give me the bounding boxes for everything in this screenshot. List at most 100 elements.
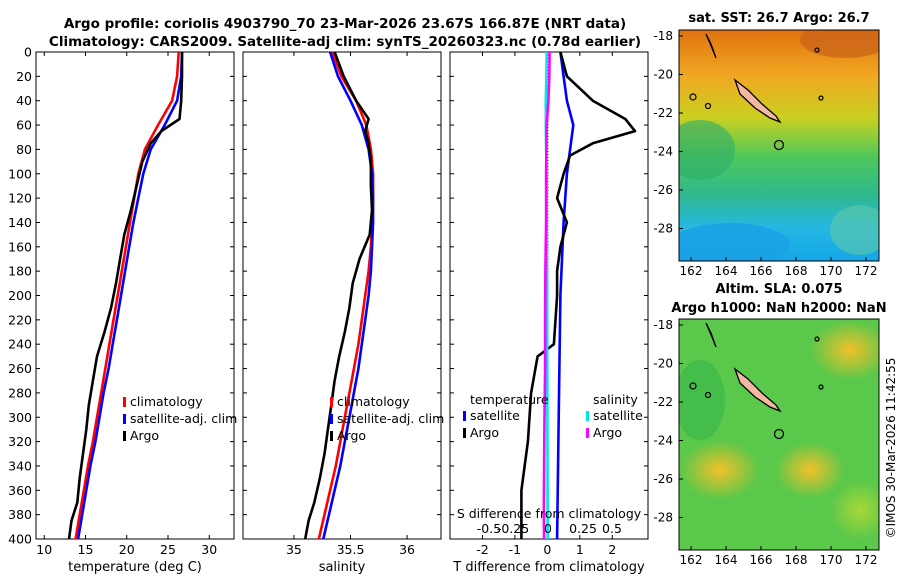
x-tick-label: -2 — [476, 542, 488, 557]
map-x-tick-label: 172 — [855, 264, 878, 278]
legend-swatch-satellite — [123, 414, 126, 424]
y-tick-label: 80 — [16, 142, 32, 157]
y-tick-label: 120 — [8, 191, 32, 206]
top-x-tick-label: -0.25 — [497, 521, 529, 536]
sst-map-title: sat. SST: 26.7 Argo: 26.7 — [688, 11, 869, 26]
loyalty-island-2 — [704, 391, 712, 399]
map-x-tick-label: 170 — [820, 553, 843, 567]
y-tick-label: 220 — [8, 312, 32, 327]
difference-panel: -2 -1 0 1 2 T difference from climatology S … — [449, 51, 649, 575]
legend-swatch-climatology — [330, 397, 333, 407]
new-caledonia-island — [733, 367, 782, 413]
salinity-legend: climatology satellite-adj. clim Argo — [330, 394, 444, 443]
x-tick-label: 15 — [78, 542, 94, 557]
map-y-tick-label: -20 — [653, 68, 673, 82]
legend-label-t-satellite: satellite — [470, 408, 520, 423]
sla-map-frame — [678, 318, 880, 551]
x-tick-label: 35 — [286, 542, 302, 557]
series-line-argo — [67, 52, 184, 540]
loyalty-island-1 — [689, 382, 697, 390]
legend-label-argo: Argo — [130, 428, 159, 443]
map-x-tick-label: 166 — [750, 553, 773, 567]
legend-label-satellite: satellite-adj. clim — [130, 411, 237, 426]
y-tick-label: 0 — [24, 45, 32, 60]
loyalty-island-1 — [689, 93, 697, 101]
temperature-legend: climatology satellite-adj. clim Argo — [123, 394, 237, 443]
legend-swatch-climatology — [123, 397, 126, 407]
sst-blue-patch — [679, 223, 790, 261]
y-tick-label: 180 — [8, 264, 32, 279]
sla-high-patch-3 — [775, 442, 845, 498]
salinity-xlabel: salinity — [319, 560, 366, 575]
sla-low-patch — [679, 360, 725, 440]
reef-outline — [705, 33, 717, 59]
difference-axes-box — [449, 51, 649, 540]
x-tick-label: 0 — [543, 542, 551, 557]
map-x-tick-label: 170 — [820, 264, 843, 278]
series-line-s-argo — [542, 51, 551, 540]
map-y-tick-label: -22 — [653, 106, 673, 120]
salinity-difference-label: S difference from climatology — [457, 506, 642, 521]
argo-location-marker — [773, 139, 785, 151]
y-tick-label: 260 — [8, 361, 32, 376]
series-line-t-argo — [520, 51, 637, 539]
legend-swatch-argo — [123, 431, 126, 441]
y-tick-label: 320 — [8, 434, 32, 449]
y-tick-label: 380 — [8, 507, 32, 522]
x-tick-label: 1 — [576, 542, 584, 557]
legend-swatch-argo — [330, 431, 333, 441]
map-x-tick-label: 166 — [750, 264, 773, 278]
islet-2 — [818, 95, 824, 101]
series-line-satellite-adj-clim — [322, 51, 375, 540]
map-y-tick-label: -24 — [653, 434, 673, 448]
map-x-tick-label: 168 — [785, 264, 808, 278]
series-line-climatology — [317, 51, 375, 540]
map-y-tick-label: -26 — [653, 472, 673, 486]
map-x-tick-label: 168 — [785, 553, 808, 567]
y-tick-label: 280 — [8, 385, 32, 400]
x-tick-label: 36 — [399, 542, 415, 557]
legend-swatch-s-satellite — [586, 411, 589, 421]
difference-xlabel: T difference from climatology — [452, 560, 645, 575]
sst-warm-patch — [800, 30, 879, 58]
y-tick-label: 300 — [8, 410, 32, 425]
legend-title-temperature: temperature — [470, 392, 549, 407]
map-x-tick-label: 172 — [855, 553, 878, 567]
x-tick-label: -1 — [509, 542, 521, 557]
y-tick-label: 240 — [8, 337, 32, 352]
series-line-climatology — [74, 51, 180, 540]
difference-legend-temperature: temperature satellite Argo — [463, 392, 549, 440]
sla-map-title: Altim. SLA: 0.075 — [716, 282, 843, 297]
legend-label-argo: Argo — [337, 428, 366, 443]
argo-location-marker — [773, 428, 785, 440]
figure-title: Argo profile: coriolis 4903790_70 23-Mar… — [64, 16, 626, 32]
y-tick-label: 200 — [8, 288, 32, 303]
sla-high-patch-1 — [810, 320, 879, 380]
legend-swatch-t-satellite — [463, 411, 466, 421]
salinity-panel: 35 35.5 36 salinity climatology satellite-… — [242, 51, 444, 575]
x-tick-label: 30 — [201, 542, 217, 557]
timestamp-stamp: ©IMOS 30-Mar-2026 11:42:55 — [884, 358, 898, 539]
y-tick-label: 400 — [8, 532, 32, 547]
sla-high-patch-2 — [680, 440, 760, 500]
sla-map-subtitle: Argo h1000: NaN h2000: NaN — [671, 301, 886, 316]
x-tick-label: 35.5 — [337, 542, 365, 557]
y-tick-label: 360 — [8, 483, 32, 498]
islet-1 — [814, 336, 820, 342]
map-y-tick-label: -28 — [653, 511, 673, 525]
map-y-tick-label: -20 — [653, 357, 673, 371]
legend-swatch-s-argo — [586, 428, 589, 438]
map-y-tick-label: -26 — [653, 183, 673, 197]
x-tick-label: 20 — [119, 542, 135, 557]
sst-green-patch — [679, 120, 735, 180]
x-tick-label: 10 — [36, 542, 52, 557]
map-y-tick-label: -24 — [653, 145, 673, 159]
y-tick-label: 60 — [16, 118, 32, 133]
figure-subtitle: Climatology: CARS2009. Satellite-adj cli… — [49, 34, 641, 50]
legend-label-satellite: satellite-adj. clim — [337, 411, 444, 426]
y-tick-label: 140 — [8, 215, 32, 230]
difference-legend-salinity: salinity satellite Argo — [586, 392, 643, 440]
salinity-axes-box — [242, 51, 442, 540]
map-x-tick-label: 162 — [680, 264, 703, 278]
temperature-xlabel: temperature (deg C) — [68, 560, 202, 575]
